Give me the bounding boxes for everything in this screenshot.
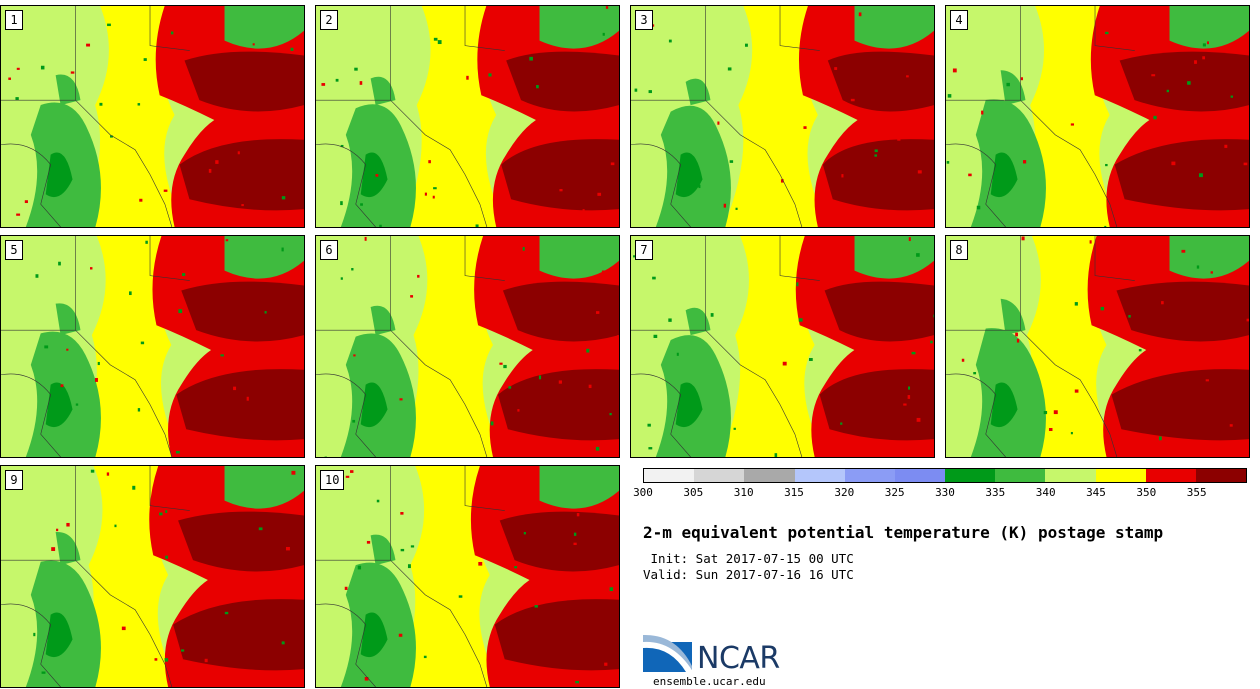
colorbar-swatch <box>945 469 996 482</box>
colorbar-swatch <box>744 469 795 482</box>
stamp-panel-2: 2 <box>315 5 620 228</box>
member-label: 7 <box>635 240 653 260</box>
colorbar-swatch <box>694 469 745 482</box>
colorbar-tick-label: 335 <box>985 486 1006 499</box>
colorbar-tick-label: 325 <box>884 486 905 499</box>
colorbar-tick-label: 315 <box>784 486 804 499</box>
stamp-panel-9: 9 <box>0 465 305 688</box>
init-time: Init: Sat 2017-07-15 00 UTC <box>643 551 854 566</box>
colorbar-tick-label: 320 <box>834 486 855 499</box>
colorbar-tick-label: 305 <box>683 486 704 499</box>
field-map <box>946 236 1249 457</box>
stamp-panel-4: 4 <box>945 5 1250 228</box>
colorbar-swatch <box>1045 469 1096 482</box>
colorbar-tick-label: 310 <box>733 486 754 499</box>
member-label: 6 <box>320 240 338 260</box>
field-map <box>631 236 934 457</box>
member-label: 2 <box>320 10 338 30</box>
colorbar-swatch <box>794 469 845 482</box>
field-map <box>1 236 304 457</box>
figure-title: 2-m equivalent potential temperature (K)… <box>643 523 1164 542</box>
field-map <box>316 6 619 227</box>
colorbar-swatch <box>1095 469 1146 482</box>
member-label: 1 <box>5 10 23 30</box>
stamp-panel-1: 1 <box>0 5 305 228</box>
valid-time: Valid: Sun 2017-07-16 16 UTC <box>643 567 854 582</box>
colorbar-ticks: 300 305 310 315 320 325 330 335 340 345 350 355 <box>633 486 1247 500</box>
colorbar-tick-label: 355 <box>1186 486 1207 499</box>
colorbar-tick-label: 345 <box>1086 486 1106 499</box>
colorbar-swatch <box>995 469 1046 482</box>
field-map <box>316 236 619 457</box>
colorbar-tick-label: 330 <box>935 486 955 499</box>
member-label: 4 <box>950 10 968 30</box>
stamp-panel-7: 7 <box>630 235 935 458</box>
field-map <box>316 466 619 687</box>
colorbar-tick-label: 300 <box>633 486 653 499</box>
stamp-panel-3: 3 <box>630 5 935 228</box>
logo-url: ensemble.ucar.edu <box>653 675 766 688</box>
colorbar-swatch <box>644 469 695 482</box>
field-map <box>631 6 934 227</box>
member-label: 5 <box>5 240 23 260</box>
field-map <box>1 6 304 227</box>
member-label: 10 <box>320 470 345 490</box>
stamp-panel-5: 5 <box>0 235 305 458</box>
colorbar-swatch <box>894 469 946 482</box>
field-map <box>1 466 304 687</box>
field-map <box>946 6 1249 227</box>
stamp-panel-6: 6 <box>315 235 620 458</box>
colorbar-swatch <box>1145 469 1196 482</box>
stamp-panel-10: 10 <box>315 465 620 688</box>
stamp-panel-8: 8 <box>945 235 1250 458</box>
ncar-logo-icon <box>643 634 692 672</box>
colorbar-tick-label: 350 <box>1136 486 1157 499</box>
logo-wordmark: NCAR <box>697 641 780 676</box>
member-label: 9 <box>5 470 23 490</box>
colorbar <box>643 468 1247 483</box>
colorbar-tick-label: 340 <box>1035 486 1056 499</box>
colorbar-swatch <box>844 469 895 482</box>
member-label: 3 <box>635 10 653 30</box>
member-label: 8 <box>950 240 968 260</box>
colorbar-swatch <box>1195 469 1247 482</box>
